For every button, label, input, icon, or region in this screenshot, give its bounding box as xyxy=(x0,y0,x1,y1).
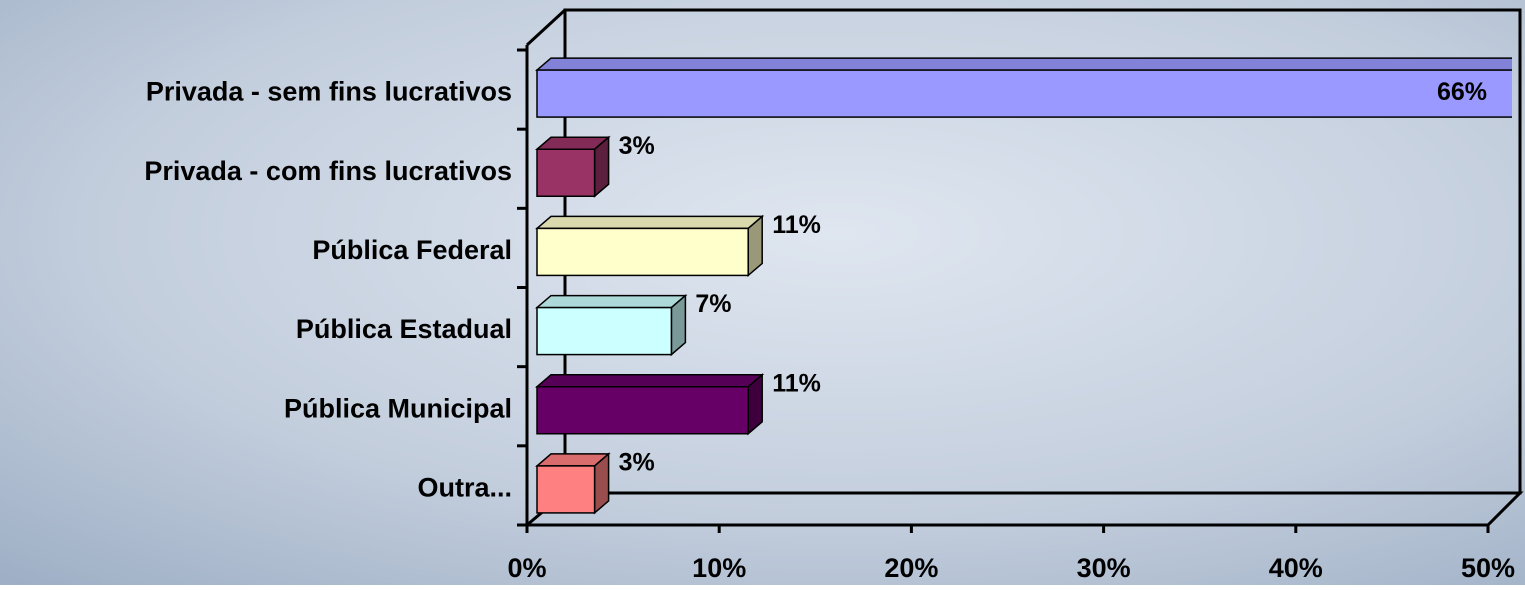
x-tick-label: 50% xyxy=(1461,553,1515,583)
category-label: Privada - com fins lucrativos xyxy=(144,156,512,186)
value-label: 11% xyxy=(772,211,821,239)
bar xyxy=(536,465,596,514)
bar xyxy=(536,148,596,197)
bar-top xyxy=(534,57,1512,71)
x-tick-label: 0% xyxy=(507,553,546,583)
category-label: Pública Federal xyxy=(312,235,512,265)
x-tick-label: 20% xyxy=(884,553,938,583)
value-label: 11% xyxy=(772,369,821,397)
value-label: 7% xyxy=(695,290,731,318)
category-label: Outra... xyxy=(417,473,512,503)
frame-edge xyxy=(525,8,567,47)
bar xyxy=(536,306,673,356)
bar-top xyxy=(534,294,688,309)
category-label: Pública Municipal xyxy=(284,393,512,423)
bar xyxy=(536,227,749,277)
x-tick-label: 30% xyxy=(1077,553,1131,583)
bar xyxy=(536,386,749,435)
bars xyxy=(534,57,1512,515)
bar-top xyxy=(534,215,765,230)
x-tick-label: 40% xyxy=(1269,553,1323,583)
category-label: Pública Estadual xyxy=(296,314,512,344)
bar-top xyxy=(534,374,765,388)
category-label: Privada - sem fins lucrativos xyxy=(146,77,512,107)
value-label: 66% xyxy=(1437,78,1487,106)
bar xyxy=(536,69,1512,118)
value-label: 3% xyxy=(619,132,655,160)
value-label: 3% xyxy=(619,449,655,477)
x-tick-label: 10% xyxy=(692,553,746,583)
